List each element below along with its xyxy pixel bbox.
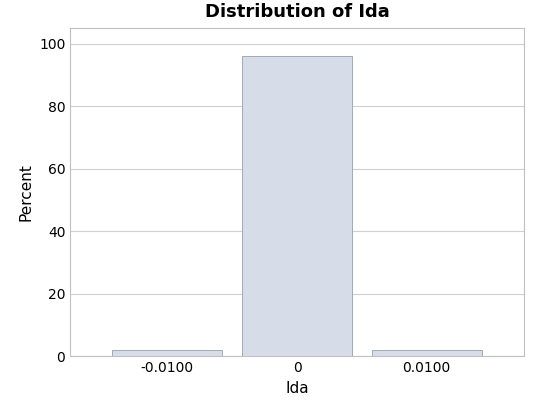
- Bar: [242, 56, 352, 356]
- X-axis label: Ida: Ida: [285, 381, 309, 396]
- Bar: [112, 350, 222, 356]
- Bar: [372, 350, 482, 356]
- Y-axis label: Percent: Percent: [18, 164, 33, 221]
- Title: Distribution of Ida: Distribution of Ida: [205, 3, 389, 21]
